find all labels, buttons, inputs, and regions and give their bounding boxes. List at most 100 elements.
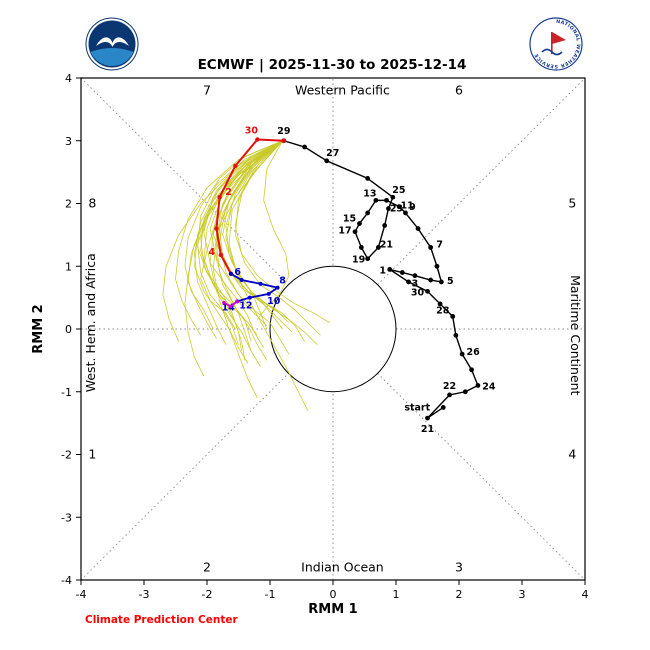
observation-point: [390, 194, 396, 200]
y-tick-label: 4: [65, 72, 72, 85]
nws-logo-ring: [529, 17, 583, 71]
observation-point: [403, 210, 408, 216]
observation-point: [440, 405, 446, 410]
x-tick-label: 3: [519, 588, 526, 601]
phase-number-1: 1: [88, 447, 96, 462]
observation-point: [382, 223, 388, 228]
region-labels: Western Pacific Indian Ocean West. Hem. an…: [83, 83, 583, 575]
observation-point-label: 30: [411, 287, 425, 298]
observation-point: [324, 158, 330, 164]
y-tick-label: -4: [61, 574, 72, 587]
observation-point-label: 9: [409, 202, 416, 213]
axis-titles: RMM 1 RMM 2: [31, 304, 358, 617]
observation-point-label: 1: [379, 265, 386, 276]
ensemble-member: [193, 140, 283, 364]
observation-point: [438, 279, 444, 285]
ensemble-member: [234, 140, 331, 324]
observation-point-label: 21: [380, 239, 393, 250]
forecast-week2-point: [247, 295, 252, 300]
observation-point-label: 28: [436, 305, 450, 316]
forecast-week1-point: [281, 138, 287, 143]
y-tick-label: 3: [65, 135, 72, 148]
observation-point: [447, 392, 452, 398]
forecast-week1-point: [255, 137, 260, 142]
observation-point: [365, 176, 371, 181]
forecast-week3-point: [235, 299, 240, 304]
forecast-week1-point: [233, 163, 238, 169]
phase-number-2: 2: [203, 559, 211, 574]
region-label-right: Maritime Continent: [568, 275, 583, 395]
x-tick-label: -4: [76, 588, 87, 601]
y-tick-label: -3: [61, 511, 72, 524]
x-tick-label: 1: [393, 588, 400, 601]
x-tick-label: -3: [139, 588, 150, 601]
observation-point: [365, 256, 371, 262]
noaa-logo-sea: [90, 48, 134, 67]
y-tick-label: -2: [61, 449, 72, 462]
observation-point-label: 25: [392, 185, 405, 196]
forecast-week2-point: [228, 271, 233, 276]
x-tick-label: 4: [582, 588, 589, 601]
phase-number-5: 5: [568, 196, 576, 211]
ensemble-member: [225, 140, 283, 330]
nws-logo: NATIONAL WEATHER SERVICE: [529, 17, 583, 71]
observation-point: [365, 210, 371, 216]
observation-point: [450, 314, 456, 319]
forecast-week3-point: [222, 300, 226, 305]
observation-point: [469, 367, 474, 373]
y-axis-title: RMM 2: [31, 304, 46, 353]
forecast-week1-point-label: 4: [209, 247, 216, 258]
forecast-week1-point: [218, 252, 224, 258]
observation-point: [406, 279, 411, 285]
x-tick-label: -1: [265, 588, 276, 601]
observation-point-label: 19: [352, 255, 365, 266]
region-label-bottom: Indian Ocean: [301, 559, 384, 574]
phase-number-6: 6: [455, 83, 463, 98]
observation-point-label: 7: [436, 239, 443, 250]
forecast-week2-point: [275, 285, 280, 290]
x-tick-label: -2: [202, 588, 213, 601]
observation-point: [373, 197, 379, 203]
forecast-week1-point: [217, 195, 222, 200]
ensemble-member: [200, 140, 283, 352]
observation-point: [475, 383, 481, 388]
observation-point: [434, 263, 440, 269]
observation-point-label: 17: [338, 226, 351, 237]
phase-number-3: 3: [455, 559, 463, 574]
observation-point: [437, 301, 443, 307]
nws-logo-flagpole: [551, 32, 553, 54]
forecast-week1-point-label: 2: [225, 187, 232, 198]
forecast-week2-point-label: 12: [239, 301, 252, 312]
observation-point: [415, 226, 421, 232]
ensemble-members: [162, 140, 331, 411]
phase-number-7: 7: [203, 83, 211, 98]
plot-frame: [80, 77, 586, 581]
observation-point: [386, 206, 391, 211]
observation-point: [425, 288, 430, 294]
ensemble-member: [257, 140, 290, 320]
observation-point: [453, 332, 459, 338]
observation-point: [352, 229, 358, 235]
forecast-week2-point-label: 14: [222, 302, 236, 313]
observation-point-label: 13: [363, 188, 376, 199]
observation-point: [459, 351, 465, 357]
x-tick-label: 2: [456, 588, 463, 601]
x-axis-title: RMM 1: [308, 602, 357, 617]
observation-point: [396, 204, 402, 210]
observation-point-label: 22: [443, 381, 456, 392]
observation-point-label: 24: [482, 381, 496, 392]
ensemble-member: [222, 140, 283, 330]
y-tick-label: 1: [65, 260, 72, 273]
noaa-logo-seagull-icon: [96, 37, 129, 47]
forecast-week2-point: [258, 281, 263, 286]
unit-circle-group: [269, 265, 397, 393]
observation-point: [425, 415, 430, 421]
nws-logo-wave-icon: [541, 48, 563, 56]
observation-point-label: 29: [277, 126, 290, 137]
y-tick-label: 2: [65, 198, 72, 211]
phase-number-4: 4: [568, 447, 576, 462]
ensemble-member: [209, 140, 283, 367]
